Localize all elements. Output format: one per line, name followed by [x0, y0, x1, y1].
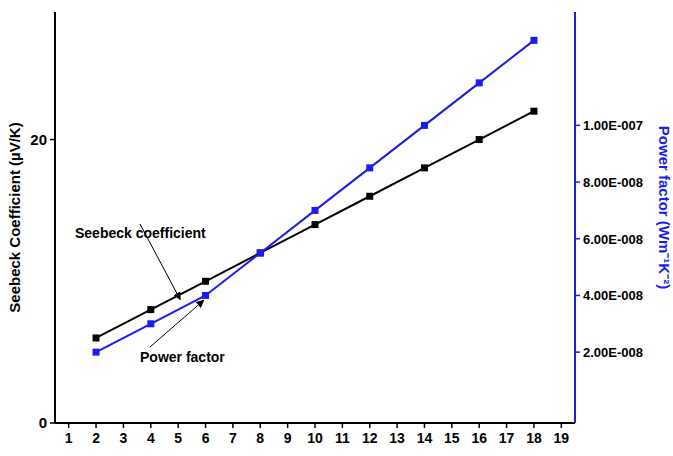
y2-axis-title: Power factor (Wm⁻¹K⁻²) — [656, 126, 673, 289]
x-tick — [232, 423, 234, 428]
y-axis-title: Seebeck Coefficient (µV/K) — [6, 122, 23, 312]
series-marker — [530, 108, 537, 115]
y2-tick — [575, 351, 580, 353]
y-tick — [50, 139, 55, 141]
x-tick-label: 10 — [307, 430, 323, 446]
annotation-arrow — [150, 300, 204, 347]
x-tick-label: 2 — [92, 430, 100, 446]
series-marker — [530, 37, 537, 44]
annotation-arrow — [140, 224, 180, 299]
series-marker — [366, 193, 373, 200]
x-tick-label: 19 — [554, 430, 570, 446]
x-tick — [506, 423, 508, 428]
series-marker — [147, 320, 154, 327]
x-tick — [424, 423, 426, 428]
x-tick — [369, 423, 371, 428]
x-tick — [68, 423, 70, 428]
x-tick-label: 12 — [362, 430, 378, 446]
x-tick-label: 6 — [202, 430, 210, 446]
x-tick-label: 5 — [174, 430, 182, 446]
y2-tick-label: 8.00E-008 — [583, 175, 643, 190]
x-tick — [314, 423, 316, 428]
x-tick — [123, 423, 125, 428]
chart: 123456789101112131415161718190202.00E-00… — [0, 0, 673, 456]
series-marker — [421, 164, 428, 171]
x-tick-label: 17 — [499, 430, 515, 446]
x-tick-label: 16 — [471, 430, 487, 446]
y-tick-label: 0 — [39, 414, 47, 431]
y-axis — [54, 12, 56, 423]
y2-axis — [574, 12, 576, 423]
x-tick-label: 15 — [444, 430, 460, 446]
y2-tick-label: 6.00E-008 — [583, 232, 643, 247]
series-marker — [476, 136, 483, 143]
x-tick — [205, 423, 207, 428]
series-marker — [93, 334, 100, 341]
x-tick — [260, 423, 262, 428]
y2-tick-label: 4.00E-008 — [583, 288, 643, 303]
x-tick-label: 3 — [120, 430, 128, 446]
x-tick — [561, 423, 563, 428]
series-marker — [421, 122, 428, 129]
y-tick-label: 20 — [30, 131, 47, 148]
x-tick-label: 11 — [335, 430, 350, 446]
series-marker — [476, 79, 483, 86]
x-tick — [95, 423, 97, 428]
y2-tick — [575, 181, 580, 183]
series-annotation: Seebeck coefficient — [75, 225, 206, 241]
y2-tick — [575, 238, 580, 240]
x-tick — [177, 423, 179, 428]
x-tick — [478, 423, 480, 428]
series-marker — [312, 221, 319, 228]
x-tick-label: 8 — [256, 430, 264, 446]
x-tick — [396, 423, 398, 428]
x-tick — [451, 423, 453, 428]
series-marker — [257, 249, 264, 256]
series-marker — [202, 292, 209, 299]
series-marker — [147, 306, 154, 313]
series-marker — [312, 207, 319, 214]
x-tick — [287, 423, 289, 428]
x-tick — [533, 423, 535, 428]
series-marker — [93, 349, 100, 356]
x-tick — [342, 423, 344, 428]
series-marker — [366, 164, 373, 171]
chart-root: 123456789101112131415161718190202.00E-00… — [0, 0, 673, 456]
y2-tick-label: 1.00E-007 — [583, 118, 643, 133]
x-tick-label: 18 — [526, 430, 542, 446]
y2-tick — [575, 295, 580, 297]
series-line — [96, 40, 534, 352]
x-tick-label: 13 — [389, 430, 405, 446]
x-tick-label: 9 — [284, 430, 292, 446]
x-tick — [150, 423, 152, 428]
x-tick-label: 14 — [417, 430, 433, 446]
x-tick-label: 4 — [147, 430, 155, 446]
y2-tick-label: 2.00E-008 — [583, 345, 643, 360]
y2-tick — [575, 125, 580, 127]
series-annotation: Power factor — [140, 349, 225, 365]
x-tick-label: 7 — [229, 430, 237, 446]
series-marker — [257, 249, 264, 256]
plot-area — [93, 37, 538, 356]
series-marker — [202, 278, 209, 285]
x-tick-label: 1 — [65, 430, 73, 446]
y-tick — [50, 422, 55, 424]
